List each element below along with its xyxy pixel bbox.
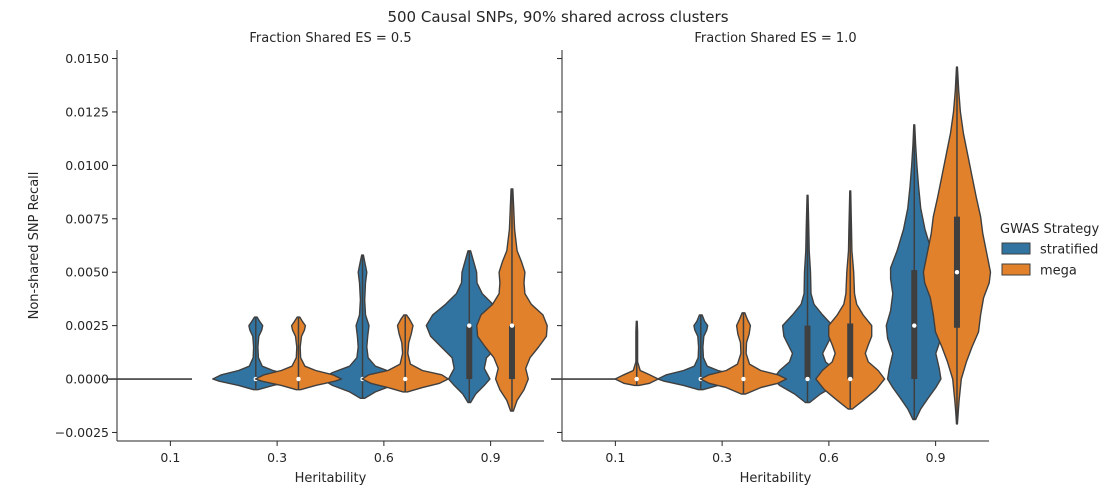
violin-stratified-0.9 (885, 124, 943, 421)
violin-mega-0.3 (699, 312, 788, 395)
y-tick-label: 0.0125 (65, 104, 109, 119)
legend-title: GWAS Strategy (1000, 222, 1100, 237)
y-tick-label: 0.0075 (65, 211, 109, 226)
y-axis-label: Non-shared SNP Recall (27, 172, 42, 320)
chart-panel-2: 0.1 0.3 0.6 0.9 Heritability Fraction Shared … (551, 31, 992, 486)
x-tick-label: 0.1 (160, 450, 180, 465)
violin-stratified-0.9 (425, 250, 513, 404)
y-tick-label: 0.0025 (65, 318, 109, 333)
y-tick-label: 0.0150 (65, 51, 109, 66)
legend-swatch-stratified (1001, 242, 1031, 255)
y-tick-label: −0.0025 (55, 425, 109, 440)
x-axis-label: Heritability (295, 471, 367, 486)
panel-title: Fraction Shared ES = 1.0 (694, 31, 856, 46)
x-tick-label: 0.1 (605, 450, 625, 465)
violin-mega-0.9 (922, 66, 992, 425)
y-tick-label: 0.0100 (65, 158, 109, 173)
figure-title: 500 Causal SNPs, 90% shared across clust… (387, 8, 728, 26)
violin-mega-0.1 (614, 320, 659, 387)
x-tick-label: 0.6 (374, 450, 394, 465)
legend-label-stratified: stratified (1040, 243, 1098, 258)
violin-mega-0.6 (361, 314, 449, 393)
x-tick-label: 0.3 (267, 450, 287, 465)
x-tick-label: 0.9 (926, 450, 946, 465)
y-tick-label: 0.0000 (65, 372, 109, 387)
y-tick-label: 0.0050 (65, 265, 109, 280)
panel-title: Fraction Shared ES = 0.5 (249, 31, 411, 46)
chart-panel-1: −0.0025 0.0000 0.0025 0.0050 0.0075 0.0100 0.0… (27, 31, 548, 486)
legend: GWAS Strategy stratified mega (1000, 222, 1100, 279)
x-axis-label: Heritability (740, 471, 812, 486)
violin-mega-0.6 (815, 190, 886, 410)
violin-stratified-0.6 (772, 194, 843, 404)
violin-mega-0.9 (476, 188, 548, 412)
x-tick-label: 0.6 (819, 450, 839, 465)
x-tick-label: 0.3 (712, 450, 732, 465)
violin-mega-0.3 (254, 316, 343, 391)
legend-label-mega: mega (1040, 264, 1077, 279)
x-tick-label: 0.9 (481, 450, 501, 465)
legend-swatch-mega (1001, 263, 1031, 276)
